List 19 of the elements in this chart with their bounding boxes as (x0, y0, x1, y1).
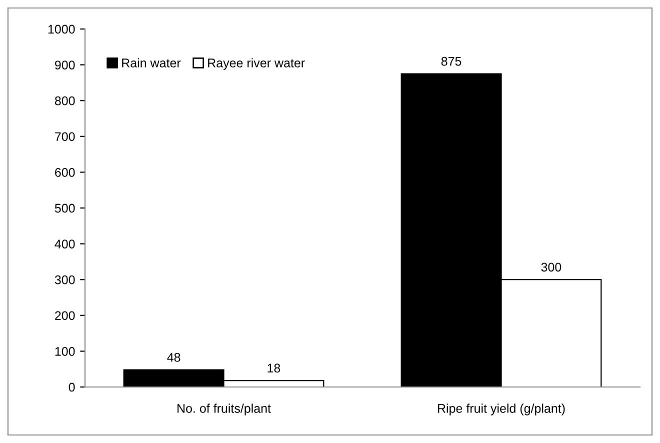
data-label: 18 (268, 364, 280, 373)
legend-label: Rayee river water (208, 58, 305, 70)
y-tick-label: 600 (55, 168, 75, 177)
data-label: 875 (441, 56, 462, 66)
y-tick-label: 500 (54, 204, 75, 213)
legend-label: Rain water (122, 58, 181, 68)
y-tick-label: 100 (55, 347, 75, 356)
data-label: 48 (167, 352, 180, 362)
x-tick-label: Ripe fruit yield (g/plant) (438, 404, 565, 416)
y-tick-label: 800 (54, 96, 75, 106)
y-tick-label: 0 (68, 382, 75, 392)
y-tick-label: 700 (55, 132, 75, 142)
y-tick-label: 200 (55, 311, 75, 320)
y-tick-label: 400 (54, 240, 75, 248)
x-tick-label: No. of fruits/plant (178, 404, 271, 416)
y-tick-label: 1000 (48, 24, 75, 34)
y-tick-label: 900 (55, 60, 75, 70)
y-tick-label: 300 (54, 275, 75, 284)
data-label: 300 (541, 262, 562, 272)
